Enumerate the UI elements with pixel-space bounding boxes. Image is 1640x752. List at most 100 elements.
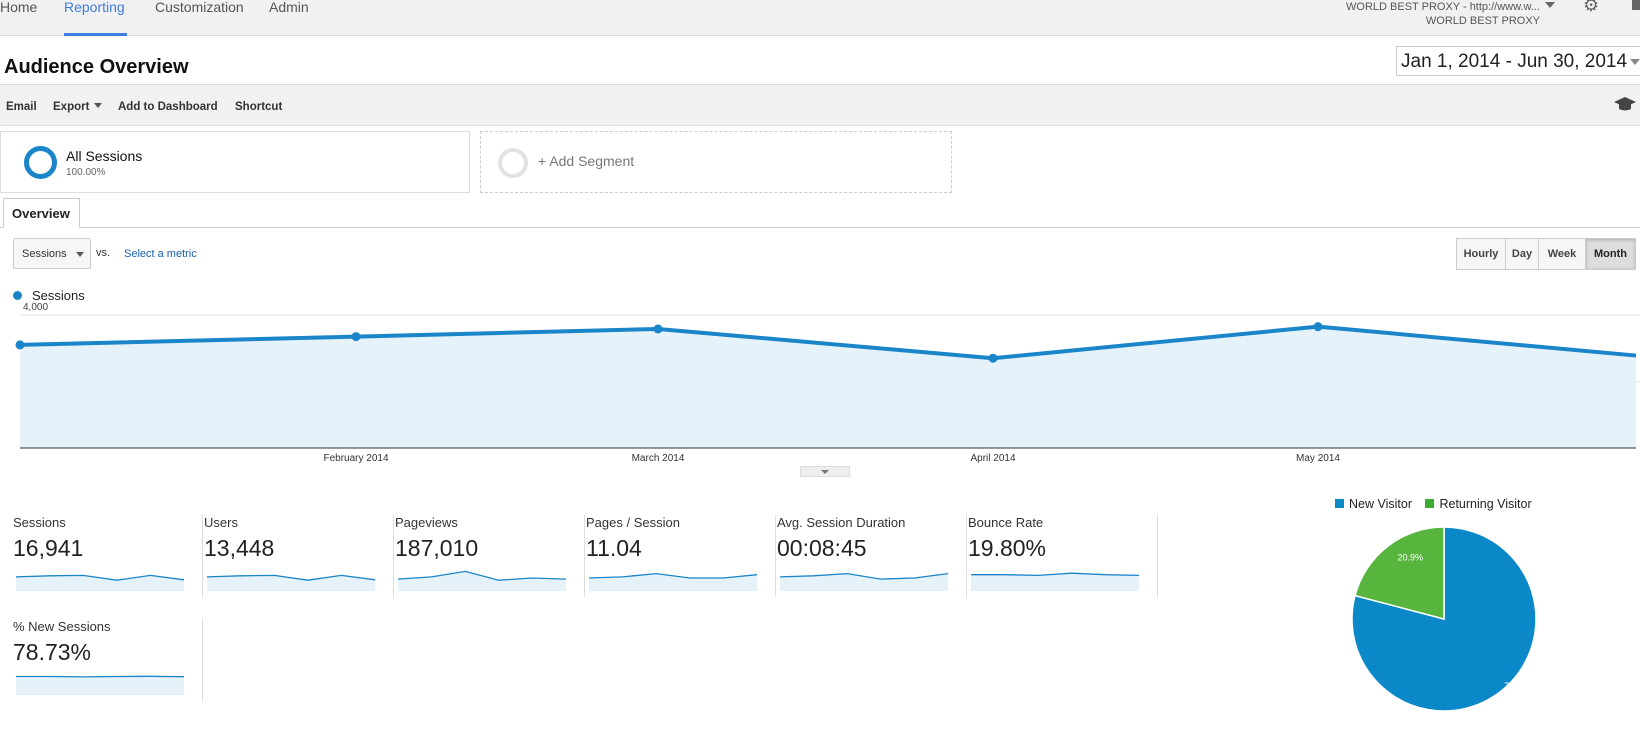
email-button[interactable]: Email bbox=[6, 101, 37, 113]
nav-tab-reporting[interactable]: Reporting bbox=[64, 0, 127, 36]
add-to-dashboard-button[interactable]: Add to Dashboard bbox=[118, 101, 218, 113]
metric-tile[interactable]: Pages / Session 11.04 bbox=[586, 515, 776, 597]
legend-label: New Visitor bbox=[1349, 497, 1412, 511]
chevron-down-icon bbox=[76, 252, 84, 257]
sparkline bbox=[588, 572, 758, 591]
sparkline-line bbox=[206, 574, 376, 581]
segment-all-sessions[interactable]: All Sessions 100.00% bbox=[0, 131, 470, 193]
sparkline-line bbox=[16, 675, 185, 678]
sparkline bbox=[15, 574, 185, 591]
metric-name: Users bbox=[204, 515, 238, 530]
sparkline-area bbox=[589, 573, 757, 591]
metric-tile[interactable]: Users 13,448 bbox=[204, 515, 394, 597]
series-line bbox=[19, 324, 1637, 361]
metric-value: 13,448 bbox=[204, 535, 275, 561]
data-point[interactable] bbox=[351, 332, 361, 342]
interval-day-button[interactable]: Day bbox=[1505, 238, 1539, 270]
data-point[interactable] bbox=[653, 324, 663, 334]
metric-tile[interactable]: Sessions 16,941 bbox=[13, 515, 203, 597]
sparkline bbox=[397, 570, 567, 591]
sparkline-line bbox=[397, 570, 567, 581]
chevron-down-icon[interactable] bbox=[1630, 59, 1640, 65]
nav-tab-admin[interactable]: Admin bbox=[269, 0, 309, 15]
property-name: WORLD BEST PROXY bbox=[1425, 15, 1540, 27]
segment-label: All Sessions bbox=[66, 148, 143, 164]
metric-value: 78.73% bbox=[13, 639, 92, 665]
x-tick-label: April 2014 bbox=[970, 453, 1015, 464]
pie-slice[interactable] bbox=[1354, 526, 1445, 620]
legend-item-new-visitor[interactable]: New Visitor bbox=[1335, 497, 1412, 511]
metric-value: 19.80% bbox=[968, 535, 1047, 561]
sparkline bbox=[971, 572, 1140, 591]
metric-name: Pages / Session bbox=[586, 515, 680, 530]
data-point[interactable] bbox=[15, 340, 25, 350]
sparkline-area bbox=[398, 571, 566, 591]
pie-slice[interactable] bbox=[1351, 526, 1537, 712]
sparkline bbox=[16, 675, 185, 695]
chevron-down-icon bbox=[94, 103, 103, 108]
metric-tile[interactable]: % New Sessions 78.73% bbox=[13, 619, 203, 701]
legend-swatch bbox=[13, 291, 22, 300]
collapse-chart-button[interactable] bbox=[800, 466, 850, 477]
data-point[interactable] bbox=[988, 353, 998, 363]
legend-swatch bbox=[1425, 499, 1435, 508]
metric-value: 187,010 bbox=[395, 535, 479, 561]
vs-label: vs. bbox=[96, 247, 111, 259]
sparkline-line bbox=[779, 572, 949, 580]
sparkline-line bbox=[588, 572, 758, 579]
pie-slice-label: 20.9% bbox=[1398, 552, 1424, 562]
metric-tile[interactable]: Avg. Session Duration 00:08:45 bbox=[777, 515, 967, 597]
add-segment-button[interactable]: + Add Segment bbox=[480, 131, 952, 193]
metric-value: 00:08:45 bbox=[777, 535, 867, 561]
chevron-down-icon[interactable] bbox=[1545, 2, 1555, 8]
add-segment-label: + Add Segment bbox=[538, 153, 635, 169]
nav-tab-home[interactable]: Home bbox=[0, 0, 38, 15]
sparkline-area bbox=[971, 573, 1139, 591]
metric-name: Bounce Rate bbox=[968, 515, 1044, 530]
metric-name: Pageviews bbox=[395, 515, 458, 530]
y-tick-label: 4,000 bbox=[23, 302, 48, 313]
visitor-pie-chart: 79.1% 20.9% bbox=[1351, 526, 1537, 712]
metric-value: 11.04 bbox=[586, 535, 642, 561]
sparkline bbox=[206, 574, 376, 591]
select-metric-link[interactable]: Select a metric bbox=[124, 248, 197, 260]
sparkline-line bbox=[971, 572, 1140, 577]
sparkline-line bbox=[15, 574, 185, 581]
metric-select[interactable]: Sessions bbox=[13, 238, 91, 269]
metric-tile[interactable]: Bounce Rate 19.80% bbox=[968, 515, 1158, 597]
x-tick-label: May 2014 bbox=[1296, 453, 1340, 464]
notification-icon[interactable] bbox=[1632, 0, 1640, 10]
interval-week-button[interactable]: Week bbox=[1538, 238, 1586, 270]
nav-tab-customization[interactable]: Customization bbox=[155, 0, 244, 15]
legend-item-returning-visitor[interactable]: Returning Visitor bbox=[1425, 497, 1532, 511]
tab-divider bbox=[0, 227, 1640, 228]
pie-legend: New Visitor Returning Visitor bbox=[1335, 497, 1532, 511]
export-button[interactable]: Export bbox=[53, 101, 103, 113]
chevron-down-icon bbox=[821, 470, 829, 474]
pie-slice-label: 79.1% bbox=[1504, 681, 1530, 691]
account-selector[interactable]: WORLD BEST PROXY - http://www.w... WORLD… bbox=[1346, 0, 1540, 28]
shortcut-button[interactable]: Shortcut bbox=[235, 101, 283, 113]
graduation-cap-icon[interactable] bbox=[1614, 97, 1636, 111]
gear-icon[interactable]: ⚙ bbox=[1583, 0, 1600, 15]
top-nav: Home Reporting Customization Admin WORLD… bbox=[0, 0, 1640, 36]
sparkline-area bbox=[16, 676, 184, 695]
page-title: Audience Overview bbox=[4, 56, 189, 78]
sparkline-area bbox=[780, 573, 948, 591]
legend-swatch bbox=[1335, 499, 1344, 508]
metric-name: Sessions bbox=[13, 515, 66, 530]
x-tick-label: February 2014 bbox=[323, 453, 388, 464]
metric-tile[interactable]: Pageviews 187,010 bbox=[395, 515, 585, 597]
tab-overview[interactable]: Overview bbox=[3, 198, 80, 228]
interval-hourly-button[interactable]: Hourly bbox=[1456, 238, 1506, 270]
metric-value: 16,941 bbox=[13, 535, 84, 561]
metric-name: % New Sessions bbox=[13, 619, 111, 634]
interval-month-button[interactable]: Month bbox=[1585, 238, 1636, 270]
legend-label: Returning Visitor bbox=[1439, 497, 1532, 511]
date-range-picker[interactable]: Jan 1, 2014 - Jun 30, 2014 bbox=[1396, 46, 1640, 76]
data-point[interactable] bbox=[1313, 322, 1323, 332]
segment-ring-icon bbox=[498, 148, 528, 178]
sparkline bbox=[779, 572, 949, 591]
legend-label: Sessions bbox=[32, 288, 85, 303]
